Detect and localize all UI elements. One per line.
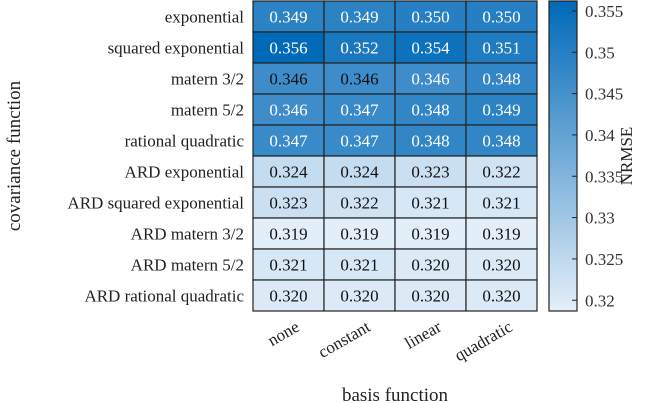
cell-value-label: 0.319: [269, 225, 307, 244]
y-tick-label: rational quadratic: [125, 132, 245, 151]
cell-value-label: 0.321: [269, 256, 307, 275]
heatmap-cell: [394, 217, 467, 250]
cell-value-label: 0.348: [411, 101, 449, 120]
heatmap-cell: [323, 62, 396, 95]
y-tick-label: matern 5/2: [171, 101, 244, 120]
heatmap-cell: [465, 62, 538, 95]
cell-value-label: 0.321: [411, 194, 449, 213]
heatmap-cell: [465, 155, 538, 188]
cell-value-label: 0.320: [411, 287, 449, 306]
x-tick-label: constant: [315, 317, 374, 362]
cell-value-label: 0.319: [411, 225, 449, 244]
cell-value-label: 0.347: [340, 132, 379, 151]
cell-value-label: 0.346: [269, 70, 307, 89]
heatmap-cell: [323, 155, 396, 188]
cell-value-label: 0.346: [340, 70, 378, 89]
y-tick-label: squared exponential: [108, 39, 245, 58]
y-tick-label: ARD rational quadratic: [84, 287, 244, 306]
y-tick-label: ARD exponential: [125, 163, 245, 182]
cell-value-label: 0.321: [482, 194, 520, 213]
cell-value-label: 0.322: [482, 163, 520, 182]
heatmap-cell: [465, 0, 538, 33]
x-tick-label: none: [264, 317, 302, 350]
cell-value-label: 0.320: [411, 256, 449, 275]
y-tick-labels: exponential squared exponential matern 3/2…: [67, 8, 244, 306]
cell-value-label: 0.346: [269, 101, 307, 120]
heatmap-cell: [465, 186, 538, 219]
cell-value-label: 0.349: [269, 8, 307, 27]
colorbar-tick-label: 0.35: [585, 43, 615, 62]
cell-value-label: 0.323: [269, 194, 307, 213]
heatmap-cell: [394, 186, 467, 219]
heatmap-cell: [252, 0, 325, 33]
cell-value-label: 0.354: [411, 39, 450, 58]
cell-value-label: 0.349: [482, 101, 520, 120]
heatmap-cell: [323, 124, 396, 157]
colorbar-tick-label: 0.345: [585, 85, 623, 104]
heatmap-cell: [394, 124, 467, 157]
colorbar-tick-label: 0.355: [585, 2, 623, 21]
cell-value-label: 0.347: [340, 101, 379, 120]
y-tick-label: ARD matern 3/2: [131, 225, 244, 244]
cell-value-label: 0.347: [269, 132, 308, 151]
colorbar-label: NRMSE: [617, 127, 636, 186]
cell-value-label: 0.348: [482, 132, 520, 151]
heatmap-cells: 0.349 0.349 0.350 0.350 0.356 0.352 0.354 0.351…: [252, 0, 538, 312]
heatmap-cell: [465, 279, 538, 312]
heatmap-cell: [252, 124, 325, 157]
colorbar-ticks: 0.32 0.325 0.33 0.335 0.34 0.345 0.35 0.355: [572, 2, 623, 310]
y-tick-label: matern 3/2: [171, 70, 244, 89]
cell-value-label: 0.349: [340, 8, 378, 27]
colorbar: [548, 0, 578, 312]
colorbar-tick-label: 0.33: [585, 209, 615, 228]
heatmap-cell: [465, 31, 538, 64]
x-tick-label: quadratic: [451, 317, 516, 365]
cell-value-label: 0.319: [482, 225, 520, 244]
heatmap-cell: [323, 93, 396, 126]
cell-value-label: 0.322: [340, 194, 378, 213]
heatmap-cell: [323, 31, 396, 64]
heatmap-cell: [394, 155, 467, 188]
cell-value-label: 0.346: [411, 70, 449, 89]
cell-value-label: 0.324: [340, 163, 379, 182]
heatmap-cell: [323, 0, 396, 33]
colorbar-tick-label: 0.32: [585, 291, 615, 310]
heatmap-cell: [465, 93, 538, 126]
colorbar-tick-label: 0.34: [585, 126, 615, 145]
colorbar-tick-label: 0.335: [585, 167, 623, 186]
cell-value-label: 0.356: [269, 39, 307, 58]
cell-value-label: 0.324: [269, 163, 308, 182]
cell-value-label: 0.348: [482, 70, 520, 89]
cell-value-label: 0.320: [340, 287, 378, 306]
x-tick-label: linear: [401, 317, 444, 353]
cell-value-label: 0.350: [482, 8, 520, 27]
y-axis-label: covariance function: [4, 80, 25, 231]
heatmap-cell: [465, 248, 538, 281]
cell-value-label: 0.320: [482, 256, 520, 275]
cell-value-label: 0.352: [340, 39, 378, 58]
y-tick-label: ARD matern 5/2: [131, 256, 244, 275]
cell-value-label: 0.351: [482, 39, 520, 58]
cell-value-label: 0.319: [340, 225, 378, 244]
cell-value-label: 0.323: [411, 163, 449, 182]
heatmap-cell: [252, 155, 325, 188]
colorbar-tick-label: 0.325: [585, 250, 623, 269]
cell-value-label: 0.350: [411, 8, 449, 27]
heatmap-cell: [465, 124, 538, 157]
x-axis-label: basis function: [342, 385, 449, 403]
heatmap-cell: [252, 279, 325, 312]
heatmap-cell: [323, 279, 396, 312]
heatmap-cell: [252, 217, 325, 250]
y-tick-label: ARD squared exponential: [67, 194, 244, 213]
x-tick-labels: none constant linear quadratic: [264, 317, 516, 365]
cell-value-label: 0.348: [411, 132, 449, 151]
cell-value-label: 0.321: [340, 256, 378, 275]
y-tick-label: exponential: [165, 8, 245, 27]
cell-value-label: 0.320: [269, 287, 307, 306]
cell-value-label: 0.320: [482, 287, 520, 306]
